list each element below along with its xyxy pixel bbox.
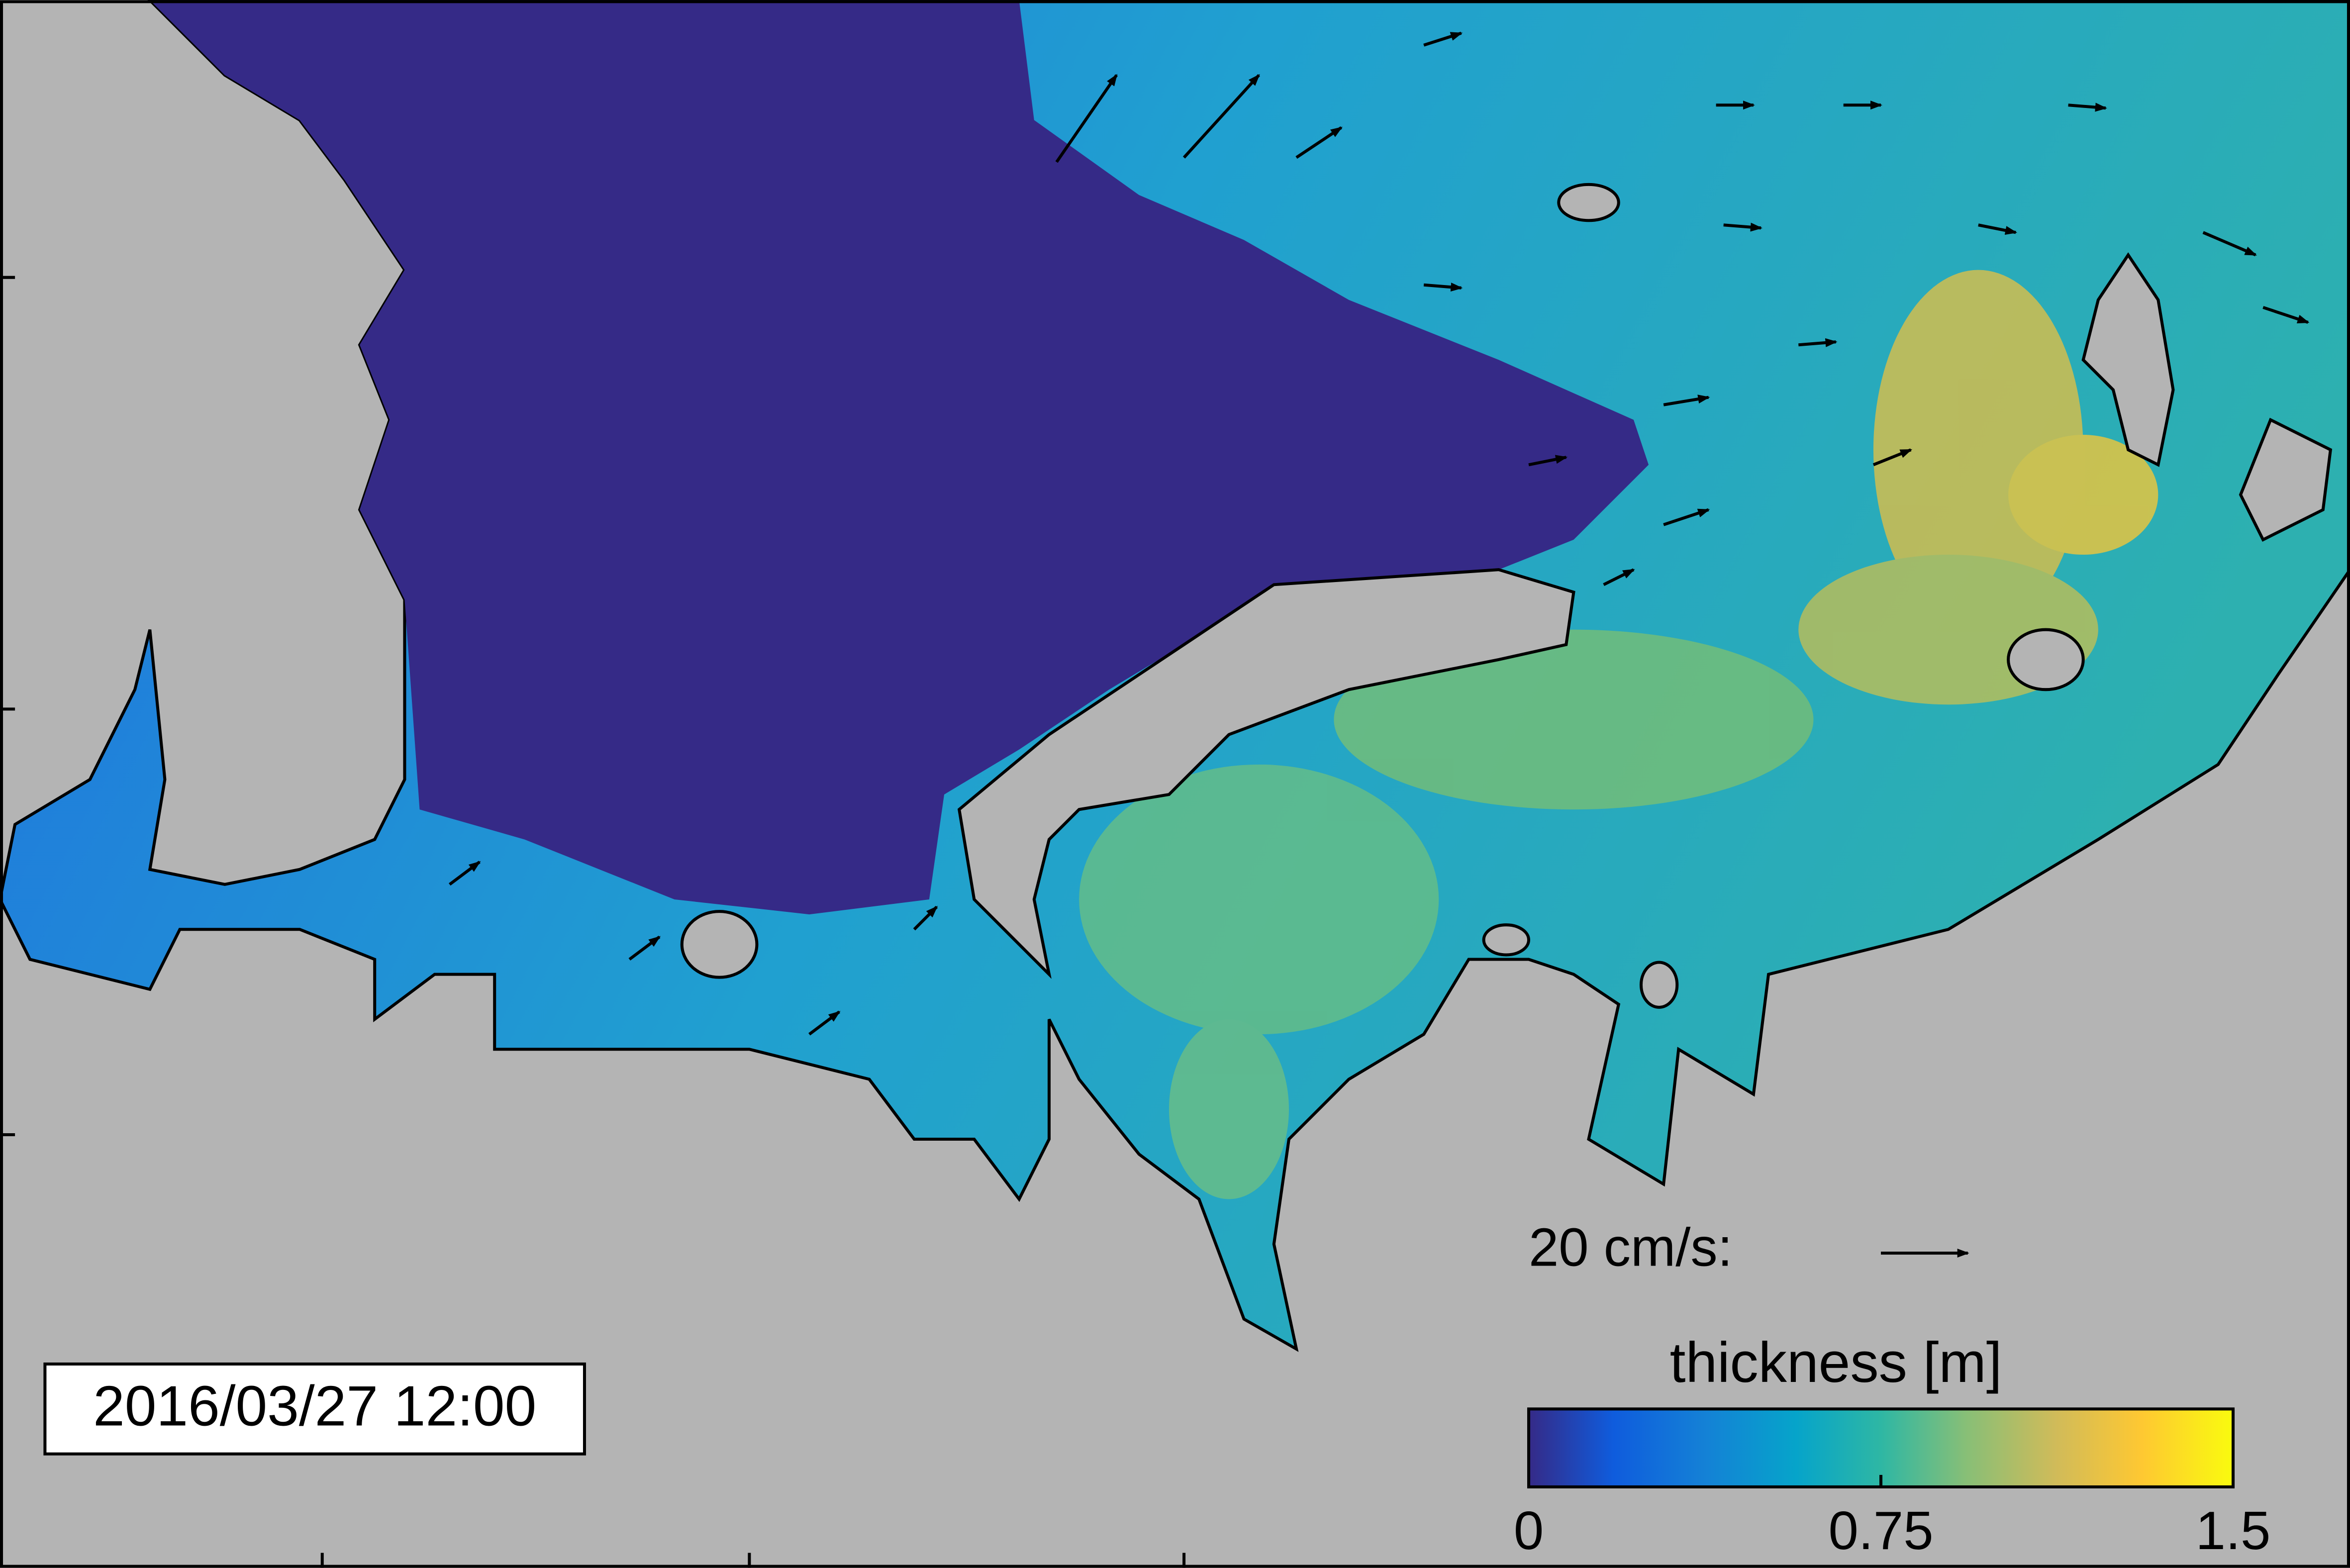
thin-ice bbox=[150, 0, 1649, 915]
colorbar-tick-label: 0 bbox=[1514, 1500, 1544, 1561]
drift-arrow bbox=[449, 31, 2310, 1036]
island bbox=[680, 183, 2333, 1009]
colorbar-tick-label: 1.5 bbox=[2196, 1500, 2271, 1561]
velocity-scale-label: 20 cm/s: bbox=[1529, 1217, 1733, 1277]
axis-tick bbox=[0, 276, 1186, 1568]
timestamp: 2016/03/27 12:00 bbox=[93, 1374, 536, 1438]
timestamp-box bbox=[43, 1362, 586, 1456]
colorbar-tick-label: 0.75 bbox=[1828, 1500, 1933, 1561]
colorbar-label: thickness [m] bbox=[1670, 1331, 2002, 1394]
thick-ice bbox=[1079, 270, 2158, 1199]
